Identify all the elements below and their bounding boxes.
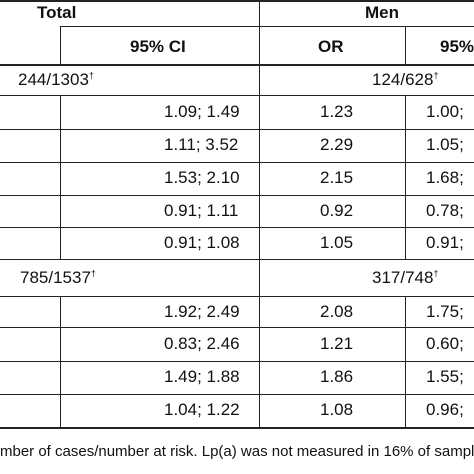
table-row-men-or: 1.21 xyxy=(320,334,354,353)
table-row-total-ci: 0.91; 1.11 xyxy=(164,201,239,220)
row-divider xyxy=(0,129,474,130)
table-row-men-ci: 1.00; xyxy=(426,102,464,121)
table-row-men-ci: 1.05; xyxy=(426,135,464,154)
table-row-total-ci: 1.09; 1.49 xyxy=(164,102,240,121)
row-divider xyxy=(0,162,474,163)
table-row-men-ci: 0.96; xyxy=(426,400,464,419)
table-row-men-or: 2.08 xyxy=(320,302,354,321)
table-row-men-or: 1.86 xyxy=(320,367,354,386)
column-divider-men-ci xyxy=(405,297,406,427)
table-row-men-ci: 0.78; xyxy=(426,201,464,220)
group-1-total-count: 244/1303† xyxy=(18,70,94,89)
table-row-men-or: 1.05 xyxy=(320,233,354,252)
group-2-total-count: 785/1537† xyxy=(20,268,96,287)
row-divider xyxy=(0,394,474,395)
men-or-header: OR xyxy=(318,37,344,56)
table-row-men-or: 1.08 xyxy=(320,400,354,419)
table-row-total-ci: 1.53; 2.10 xyxy=(164,168,240,187)
column-divider-ci xyxy=(60,297,61,427)
column-divider-ci xyxy=(60,96,61,259)
header-divider xyxy=(60,26,474,27)
table-row-total-ci: 1.04; 1.22 xyxy=(164,400,240,419)
table-row-total-ci: 0.91; 1.08 xyxy=(164,233,240,252)
table-row-men-ci: 0.60; xyxy=(426,334,464,353)
column-divider-men-ci xyxy=(405,96,406,259)
row-divider xyxy=(0,296,474,297)
table-row-total-ci: 1.49; 1.88 xyxy=(164,367,240,386)
table-row-men-or: 0.92 xyxy=(320,201,354,220)
men-ci-header: 95% xyxy=(440,37,474,56)
row-divider xyxy=(0,227,474,228)
table-row-total-ci: 0.83; 2.46 xyxy=(164,334,240,353)
row-divider xyxy=(0,95,474,96)
row-divider xyxy=(0,361,474,362)
total-ci-header: 95% CI xyxy=(130,37,186,56)
table-row-men-ci: 1.68; xyxy=(426,168,464,187)
column-divider-men-ci xyxy=(405,27,406,64)
table-row-men-ci: 0.91; xyxy=(426,233,464,252)
table-row-total-ci: 1.92; 2.49 xyxy=(164,302,240,321)
row-divider xyxy=(0,195,474,196)
table-row-men-ci: 1.55; xyxy=(426,367,464,386)
group-1-men-count: 124/628† xyxy=(372,70,439,89)
table-bottom-rule xyxy=(0,427,474,429)
table-row-men-ci: 1.75; xyxy=(426,302,464,321)
total-header: Total xyxy=(37,3,77,22)
group-2-men-count: 317/748† xyxy=(372,268,439,287)
header-bottom-rule xyxy=(0,64,474,66)
table-footnote: mber of cases/number at risk. Lp(a) was … xyxy=(0,443,474,460)
table-row-men-or: 2.15 xyxy=(320,168,354,187)
row-divider xyxy=(0,259,474,260)
table-row-men-or: 1.23 xyxy=(320,102,354,121)
table-top-rule xyxy=(0,0,474,2)
table-row-total-ci: 1.11; 3.52 xyxy=(164,135,239,154)
men-header: Men xyxy=(365,3,399,22)
column-divider-total-men xyxy=(259,0,260,428)
column-divider-ci xyxy=(60,27,61,64)
table-row-men-or: 2.29 xyxy=(320,135,354,154)
row-divider xyxy=(0,327,474,328)
